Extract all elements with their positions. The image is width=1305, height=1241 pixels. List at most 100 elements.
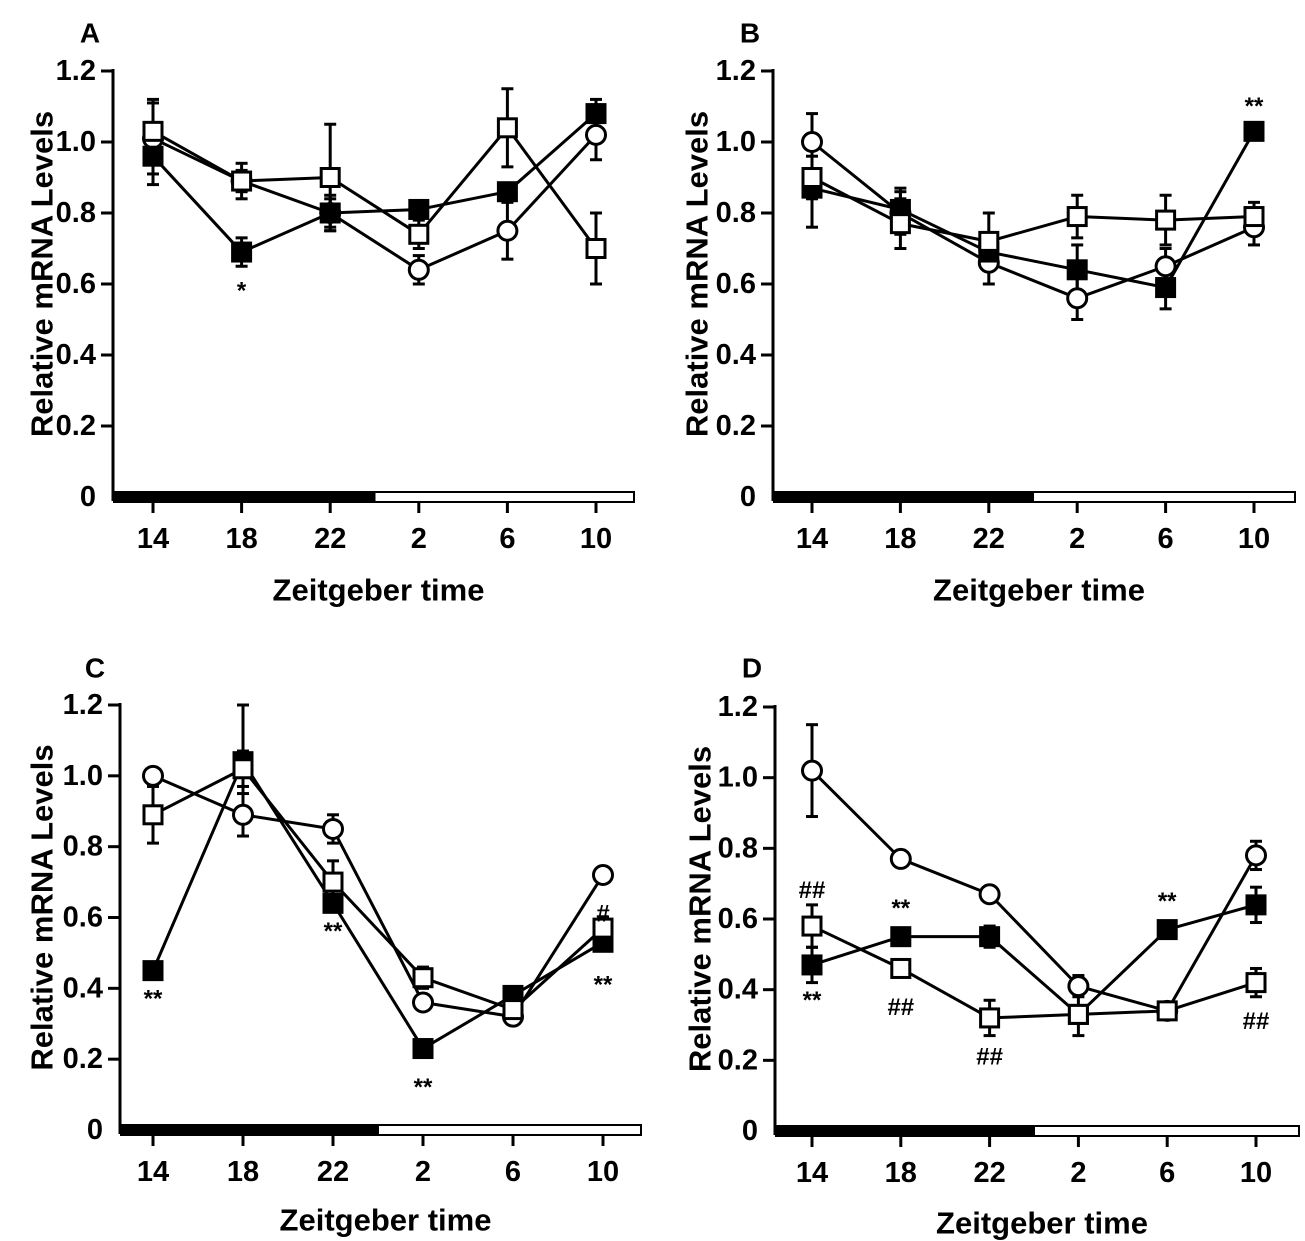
- data-point-filled-square: [496, 181, 518, 203]
- y-tick-label: 0.4: [56, 339, 96, 371]
- series-line: [152, 126, 598, 250]
- x-axis-title: Zeitgeber time: [273, 573, 485, 608]
- chart-panel-d: D00.20.40.60.81.01.214 18 22 2 6 10Zeitgeber …: [683, 653, 1300, 1241]
- series-line: [152, 774, 605, 1019]
- data-point-open-square: [496, 117, 518, 139]
- y-tick-label: 1.0: [63, 760, 103, 792]
- data-point-filled-square: [1245, 894, 1267, 916]
- data-point-open-square: [1245, 972, 1267, 994]
- data-point-filled-square: [1243, 120, 1265, 142]
- x-tick-label: 6: [505, 1156, 521, 1188]
- significance-annotation: **: [144, 985, 163, 1012]
- significance-annotation: **: [324, 918, 343, 945]
- data-point-open-square: [890, 957, 912, 979]
- y-tick-label: 0.8: [63, 831, 103, 863]
- data-point-filled-square: [319, 202, 341, 224]
- y-tick-label: 0.2: [716, 410, 756, 442]
- x-tick-label: 14: [137, 523, 169, 555]
- data-point-open-circle: [1245, 844, 1267, 867]
- series-line: [811, 924, 1257, 1020]
- series-open-circle: [806, 112, 1260, 321]
- data-point-filled-square: [408, 198, 430, 220]
- data-point-open-square: [319, 167, 341, 188]
- panel-letter: A: [80, 18, 100, 49]
- chart-panel-a: A00.20.40.60.81.01.214 18 22 2 6 10Zeitgeber …: [25, 18, 635, 608]
- x-tick-label: 18: [884, 523, 916, 555]
- data-point-open-square: [322, 871, 344, 893]
- series-line: [811, 130, 1256, 290]
- x-tick-label: 6: [1159, 1157, 1175, 1189]
- y-tick-label: 1.2: [56, 55, 96, 87]
- y-tick-label: 0: [80, 481, 96, 513]
- x-tick-label: 10: [1238, 523, 1270, 555]
- x-tick-label: 2: [1070, 1157, 1086, 1189]
- data-point-open-square: [232, 758, 254, 780]
- x-tick-label: 22: [973, 523, 1005, 555]
- significance-annotation: ##: [887, 994, 914, 1021]
- data-point-open-circle: [412, 991, 434, 1014]
- dark-period-bar: [775, 1125, 1034, 1137]
- data-point-filled-square: [979, 926, 1001, 948]
- y-axis-title: Relative mRNA Levels: [25, 744, 60, 1070]
- series-line: [811, 176, 1255, 243]
- y-tick-label: 0.6: [718, 903, 758, 935]
- y-tick-label: 0.4: [716, 339, 756, 371]
- x-tick-label: 10: [1240, 1157, 1272, 1189]
- x-tick-label: 14: [796, 523, 828, 555]
- y-tick-label: 0.2: [56, 410, 96, 442]
- x-tick-label: 18: [227, 1156, 259, 1188]
- data-point-open-square: [142, 120, 164, 142]
- light-period-bar: [1032, 491, 1296, 503]
- x-axis-title: Zeitgeber time: [933, 573, 1145, 608]
- light-period-bar: [377, 1124, 642, 1136]
- significance-annotation: **: [891, 895, 910, 922]
- y-tick-label: 0: [740, 481, 756, 513]
- data-point-open-square: [1243, 206, 1265, 228]
- y-tick-label: 0.4: [63, 972, 103, 1004]
- series-line: [152, 133, 598, 272]
- panel-letter: C: [85, 653, 105, 684]
- data-point-filled-square: [1155, 277, 1177, 299]
- x-tick-label: 18: [225, 523, 257, 555]
- series-line: [810, 769, 1258, 1013]
- data-point-open-square: [142, 804, 164, 826]
- x-tick-label: 22: [317, 1156, 349, 1188]
- significance-annotation: **: [1158, 888, 1177, 915]
- y-tick-label: 0.8: [718, 832, 758, 864]
- dark-period-bar: [113, 491, 375, 503]
- series-open-circle: [147, 101, 602, 286]
- data-point-open-square: [585, 238, 607, 259]
- data-point-open-circle: [592, 864, 614, 886]
- x-tick-label: 6: [1158, 523, 1174, 555]
- data-point-open-square: [1156, 1000, 1178, 1022]
- chart-panel-b: B00.20.40.60.81.01.214 18 22 2 6 10Zeitgeber …: [680, 18, 1296, 608]
- panel-letter: D: [742, 653, 762, 684]
- data-point-open-circle: [801, 759, 823, 782]
- series-line: [151, 760, 604, 1051]
- data-point-open-circle: [232, 803, 254, 826]
- data-point-filled-square: [1066, 259, 1088, 281]
- data-point-open-circle: [889, 847, 912, 870]
- series-open-square: [806, 154, 1260, 272]
- x-tick-label: 10: [587, 1156, 619, 1188]
- y-axis-title: Relative mRNA Levels: [683, 746, 718, 1072]
- x-tick-label: 22: [314, 523, 346, 555]
- y-tick-label: 1.2: [716, 55, 756, 87]
- x-axis-title: Zeitgeber time: [280, 1203, 492, 1238]
- x-axis-title: Zeitgeber time: [936, 1206, 1148, 1241]
- y-tick-label: 0.4: [718, 974, 758, 1006]
- data-point-open-circle: [142, 764, 164, 787]
- y-tick-label: 1.2: [63, 689, 103, 721]
- data-point-open-square: [1155, 209, 1177, 231]
- light-period-bar: [1033, 1125, 1300, 1137]
- y-tick-label: 1.2: [718, 691, 758, 723]
- y-tick-label: 0: [742, 1115, 758, 1147]
- data-point-filled-square: [1156, 919, 1178, 941]
- y-tick-label: 1.0: [56, 126, 96, 158]
- data-point-filled-square: [231, 241, 253, 263]
- data-point-filled-square: [412, 1038, 434, 1060]
- series-open-square: [147, 87, 602, 286]
- significance-annotation: **: [1245, 93, 1264, 120]
- data-point-open-square: [979, 1007, 1001, 1029]
